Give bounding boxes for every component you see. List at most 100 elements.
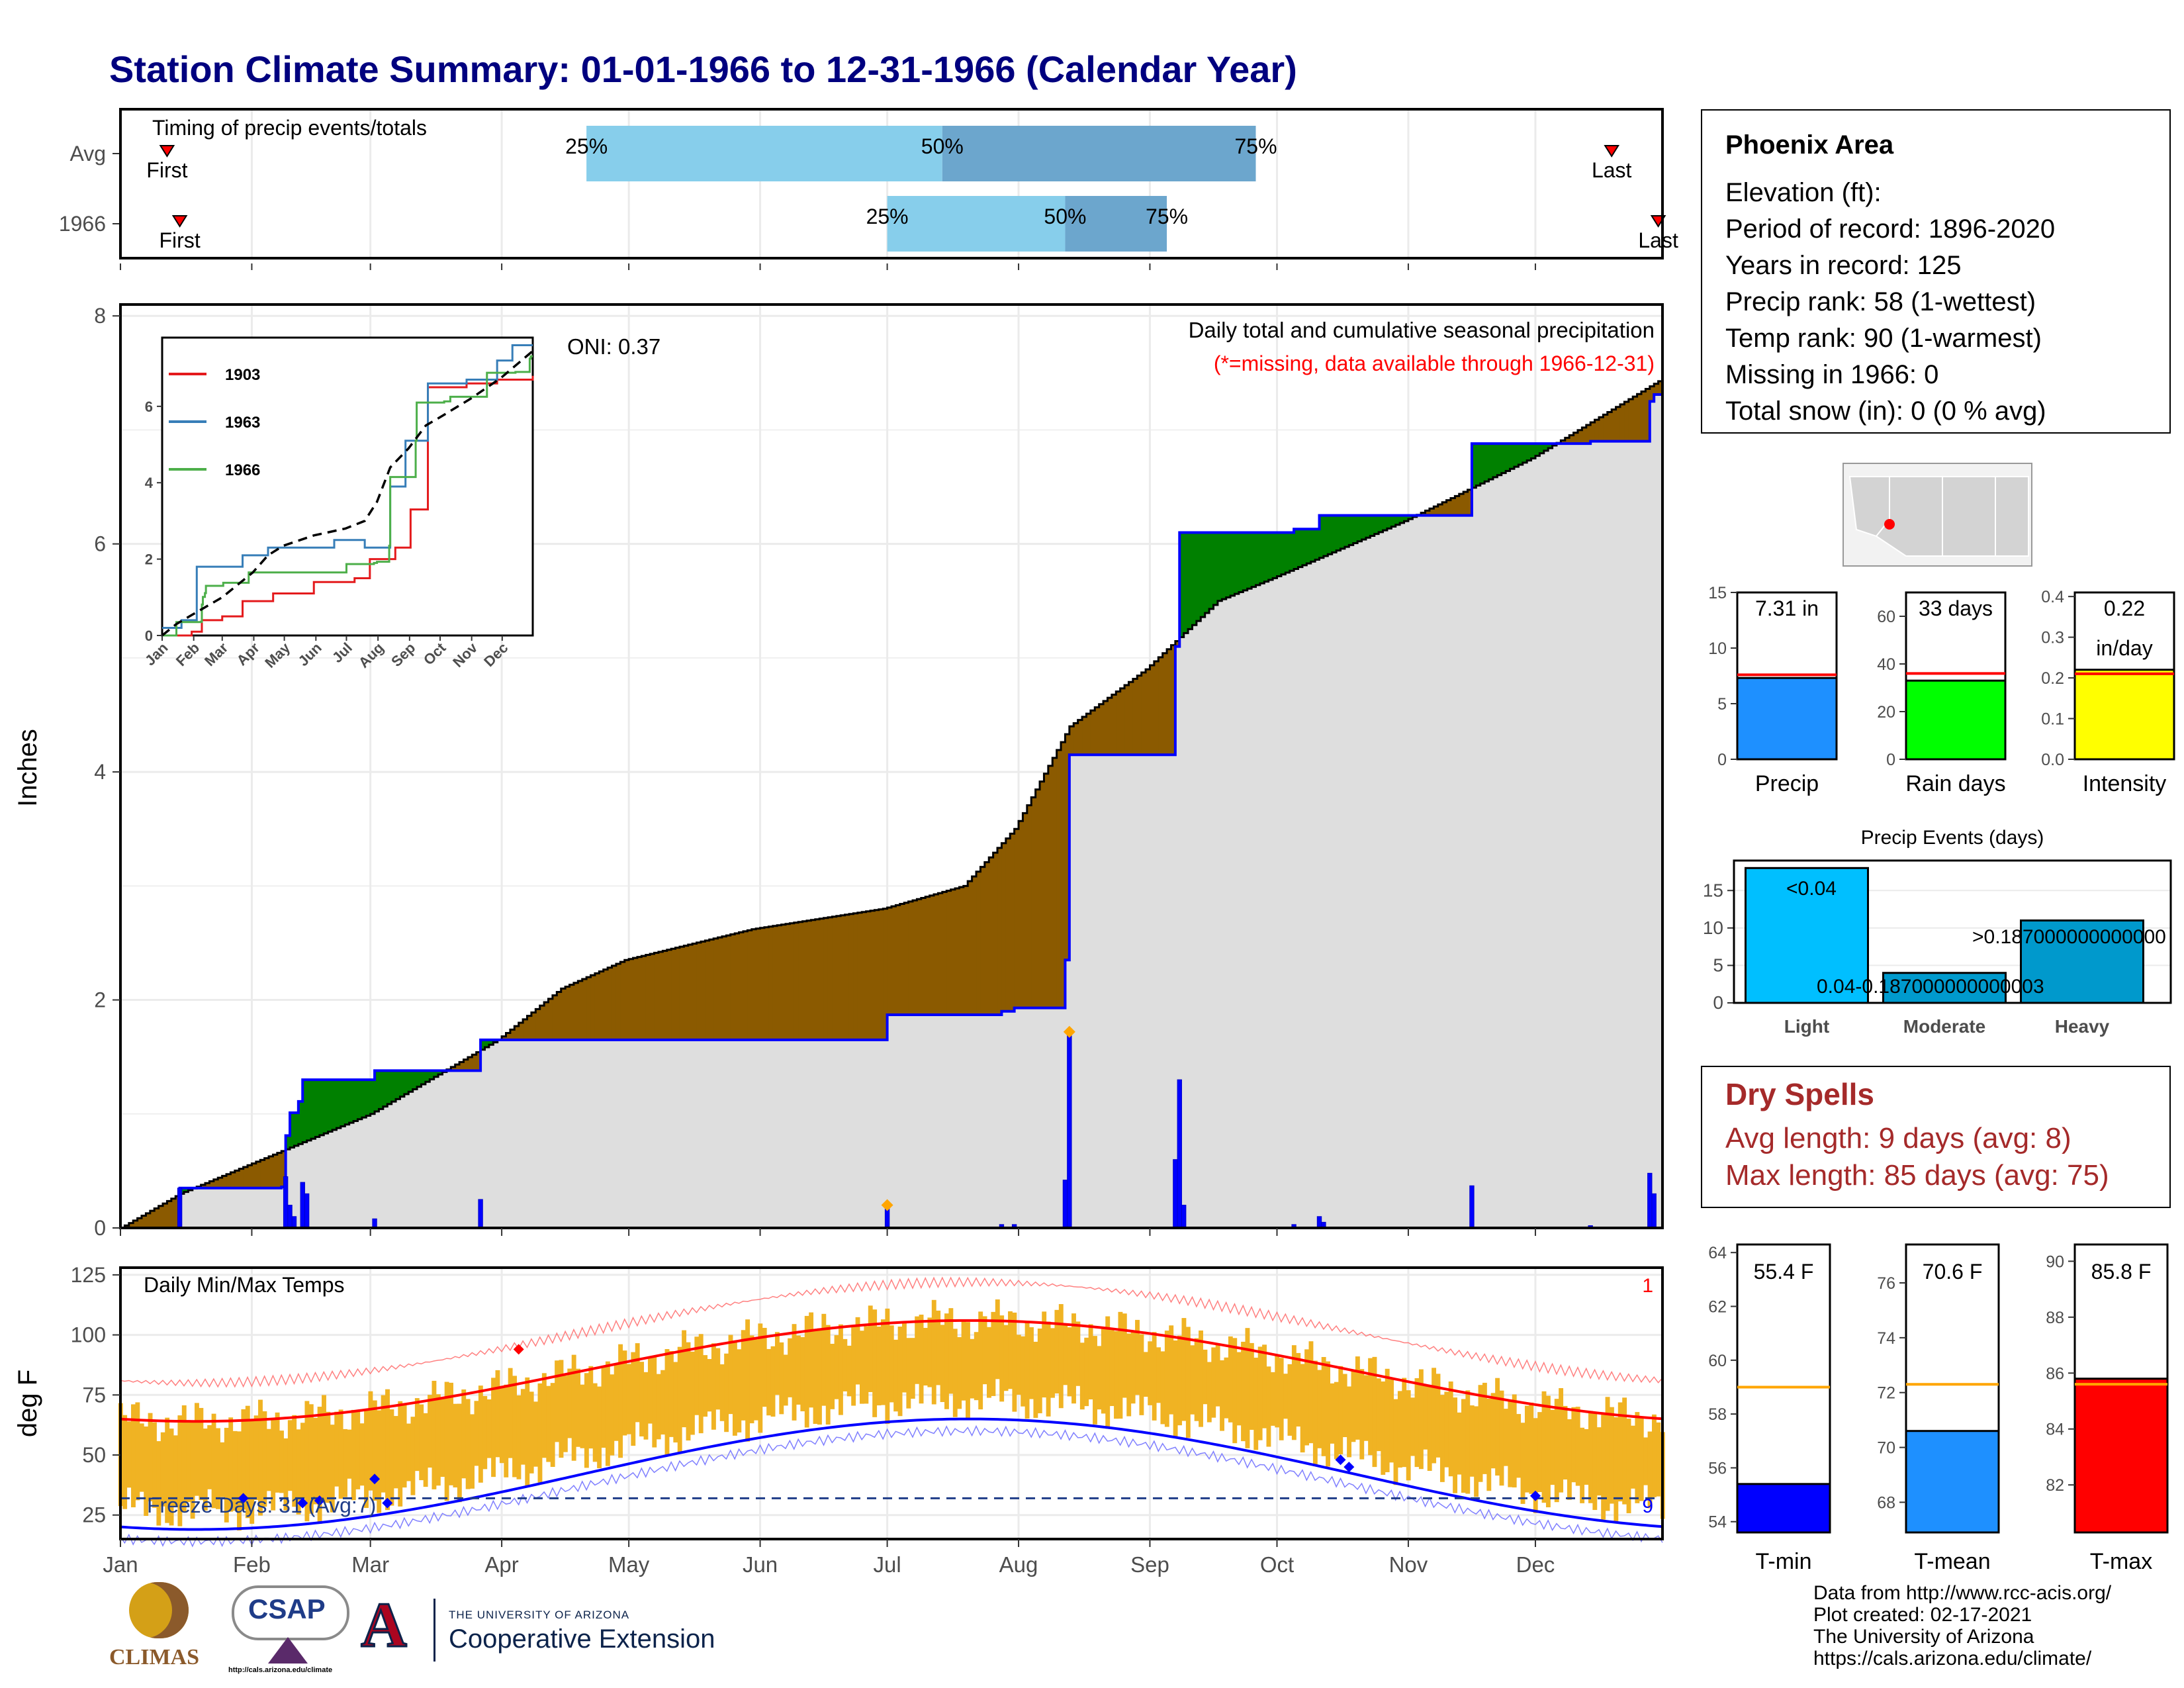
precip-deficit-fill bbox=[1425, 510, 1430, 516]
precip-ytick-label: 8 bbox=[94, 304, 106, 328]
dry-spells-title: Dry Spells bbox=[1725, 1077, 1874, 1111]
temp-daily-range-bar bbox=[1503, 1409, 1508, 1466]
temp-daily-range-bar bbox=[1338, 1366, 1343, 1454]
precip-deficit-fill bbox=[230, 1172, 236, 1188]
temp-daily-range-bar bbox=[207, 1425, 212, 1489]
temp-daily-range-bar bbox=[1241, 1341, 1246, 1442]
precip-deficit-fill bbox=[1077, 720, 1083, 755]
temp-daily-range-bar bbox=[584, 1373, 589, 1468]
inset-line-1966 bbox=[162, 355, 533, 637]
timing-bar-q25-q50 bbox=[586, 126, 942, 181]
precip-deficit-fill bbox=[620, 962, 625, 1040]
temp-daily-range-bar bbox=[1266, 1366, 1271, 1447]
temp-bar-value bbox=[1736, 1483, 1831, 1534]
precip-deficit-fill bbox=[150, 1211, 155, 1228]
temp-daily-range-bar bbox=[1342, 1374, 1347, 1438]
precip-deficit-fill bbox=[476, 1052, 481, 1071]
precip-surplus-fill bbox=[1217, 532, 1222, 601]
temp-daily-range-bar bbox=[957, 1336, 962, 1409]
temp-daily-range-bar bbox=[631, 1352, 636, 1446]
precip-surplus-fill bbox=[1510, 444, 1515, 469]
precip-observed-area bbox=[120, 395, 1662, 1228]
temp-daily-range-bar bbox=[135, 1402, 140, 1501]
temp-daily-range-bar bbox=[1533, 1418, 1538, 1513]
precip-surplus-fill bbox=[1213, 532, 1218, 605]
precip-deficit-fill bbox=[929, 895, 934, 1015]
temp-daily-range-bar bbox=[1529, 1402, 1534, 1494]
precip-ylabel: Inches bbox=[13, 729, 42, 807]
precip-event-marker bbox=[881, 1199, 893, 1211]
precip-deficit-fill bbox=[1141, 672, 1146, 755]
precip-deficit-fill bbox=[874, 910, 880, 1040]
summary-bar-ytick-label: 0.2 bbox=[2041, 669, 2064, 688]
temp-daily-range-bar bbox=[999, 1315, 1005, 1402]
temp-daily-range-bar bbox=[287, 1420, 293, 1491]
precip-deficit-fill bbox=[955, 888, 960, 1015]
temp-daily-range-bar bbox=[1097, 1346, 1102, 1410]
precip-deficit-fill bbox=[798, 921, 803, 1040]
precip-deficit-fill bbox=[137, 1218, 142, 1228]
temp-daily-range-bar bbox=[470, 1414, 475, 1489]
precip-deficit-fill bbox=[1111, 694, 1116, 755]
precip-deficit-fill bbox=[1619, 404, 1625, 442]
temp-daily-range-bar bbox=[203, 1429, 208, 1511]
precip-deficit-fill bbox=[1010, 833, 1015, 1011]
csap-url: http://cals.arizona.edu/climate bbox=[228, 1666, 333, 1674]
temp-daily-range-bar bbox=[1232, 1338, 1238, 1444]
temp-daily-range-bar bbox=[668, 1350, 674, 1437]
precip-surplus-fill bbox=[1243, 532, 1248, 590]
precip-deficit-fill bbox=[158, 1205, 163, 1228]
temp-daily-range-bar bbox=[368, 1391, 373, 1491]
temp-daily-range-bar bbox=[597, 1386, 602, 1468]
temp-daily-range-bar bbox=[414, 1398, 420, 1472]
precip-deficit-fill bbox=[700, 941, 705, 1040]
temp-daily-range-bar bbox=[359, 1423, 365, 1486]
precip-deficit-fill bbox=[1561, 440, 1566, 444]
temp-daily-range-bar bbox=[1262, 1344, 1267, 1429]
temp-ytick-label: 125 bbox=[71, 1263, 106, 1287]
footer-url: https://cals.arizona.edu/climate/ bbox=[1813, 1648, 2092, 1669]
summary-bar-ytick-label: 0 bbox=[1717, 751, 1727, 769]
precip-surplus-fill bbox=[306, 1080, 312, 1141]
precip-deficit-fill bbox=[1103, 700, 1109, 755]
climas-logo: CLIMAS bbox=[109, 1582, 215, 1675]
precip-panel-border bbox=[119, 303, 1664, 1229]
temp-bar-label: T-min bbox=[1756, 1549, 1812, 1574]
temp-daily-range-bar bbox=[275, 1412, 280, 1493]
summary-bar-ytick-label: 20 bbox=[1877, 703, 1895, 722]
precip-deficit-fill bbox=[883, 908, 888, 1040]
temp-daily-range-bar bbox=[1156, 1347, 1161, 1403]
temp-daily-range-bar bbox=[1190, 1345, 1195, 1415]
precip-surplus-fill bbox=[1306, 529, 1312, 564]
temp-bar-ytick-label: 86 bbox=[2046, 1364, 2064, 1383]
temp-daily-range-bar bbox=[1101, 1328, 1106, 1414]
temp-daily-range-bar bbox=[1482, 1382, 1487, 1474]
precip-surplus-fill bbox=[324, 1080, 329, 1134]
temp-daily-range-bar bbox=[190, 1421, 195, 1519]
precip-deficit-fill bbox=[743, 931, 748, 1040]
temp-daily-range-bar bbox=[1033, 1341, 1038, 1418]
temp-daily-range-bar bbox=[1300, 1364, 1305, 1453]
precip-deficit-fill bbox=[1023, 813, 1028, 1008]
temp-daily-range-bar bbox=[1432, 1368, 1437, 1464]
inset-panel bbox=[161, 336, 534, 637]
precip-deficit-fill bbox=[1132, 679, 1138, 755]
precip-deficit-fill bbox=[836, 915, 841, 1040]
temp-daily-range-bar bbox=[1596, 1427, 1602, 1496]
precip-deficit-fill bbox=[1463, 492, 1469, 516]
dry-spells-avg: Avg length: 9 days (avg: 8) bbox=[1725, 1122, 2071, 1154]
temp-daily-range-bar bbox=[1296, 1352, 1301, 1427]
precip-surplus-fill bbox=[1226, 532, 1231, 598]
temp-daily-range-bar bbox=[1024, 1321, 1030, 1419]
precip-deficit-fill bbox=[1598, 417, 1604, 442]
temp-daily-range-bar bbox=[1541, 1391, 1547, 1503]
ua-cooperative-extension: Cooperative Extension bbox=[449, 1624, 715, 1654]
precip-surplus-fill bbox=[1395, 515, 1400, 525]
temp-daily-range-bar bbox=[1465, 1390, 1471, 1494]
precip-deficit-fill bbox=[608, 967, 613, 1040]
precip-surplus-fill bbox=[1268, 532, 1273, 580]
events-bar bbox=[1745, 867, 1869, 1004]
temp-daily-range-bar bbox=[1088, 1324, 1093, 1400]
events-category-label: Heavy bbox=[2055, 1016, 2110, 1037]
temp-daily-range-bar bbox=[541, 1373, 547, 1458]
